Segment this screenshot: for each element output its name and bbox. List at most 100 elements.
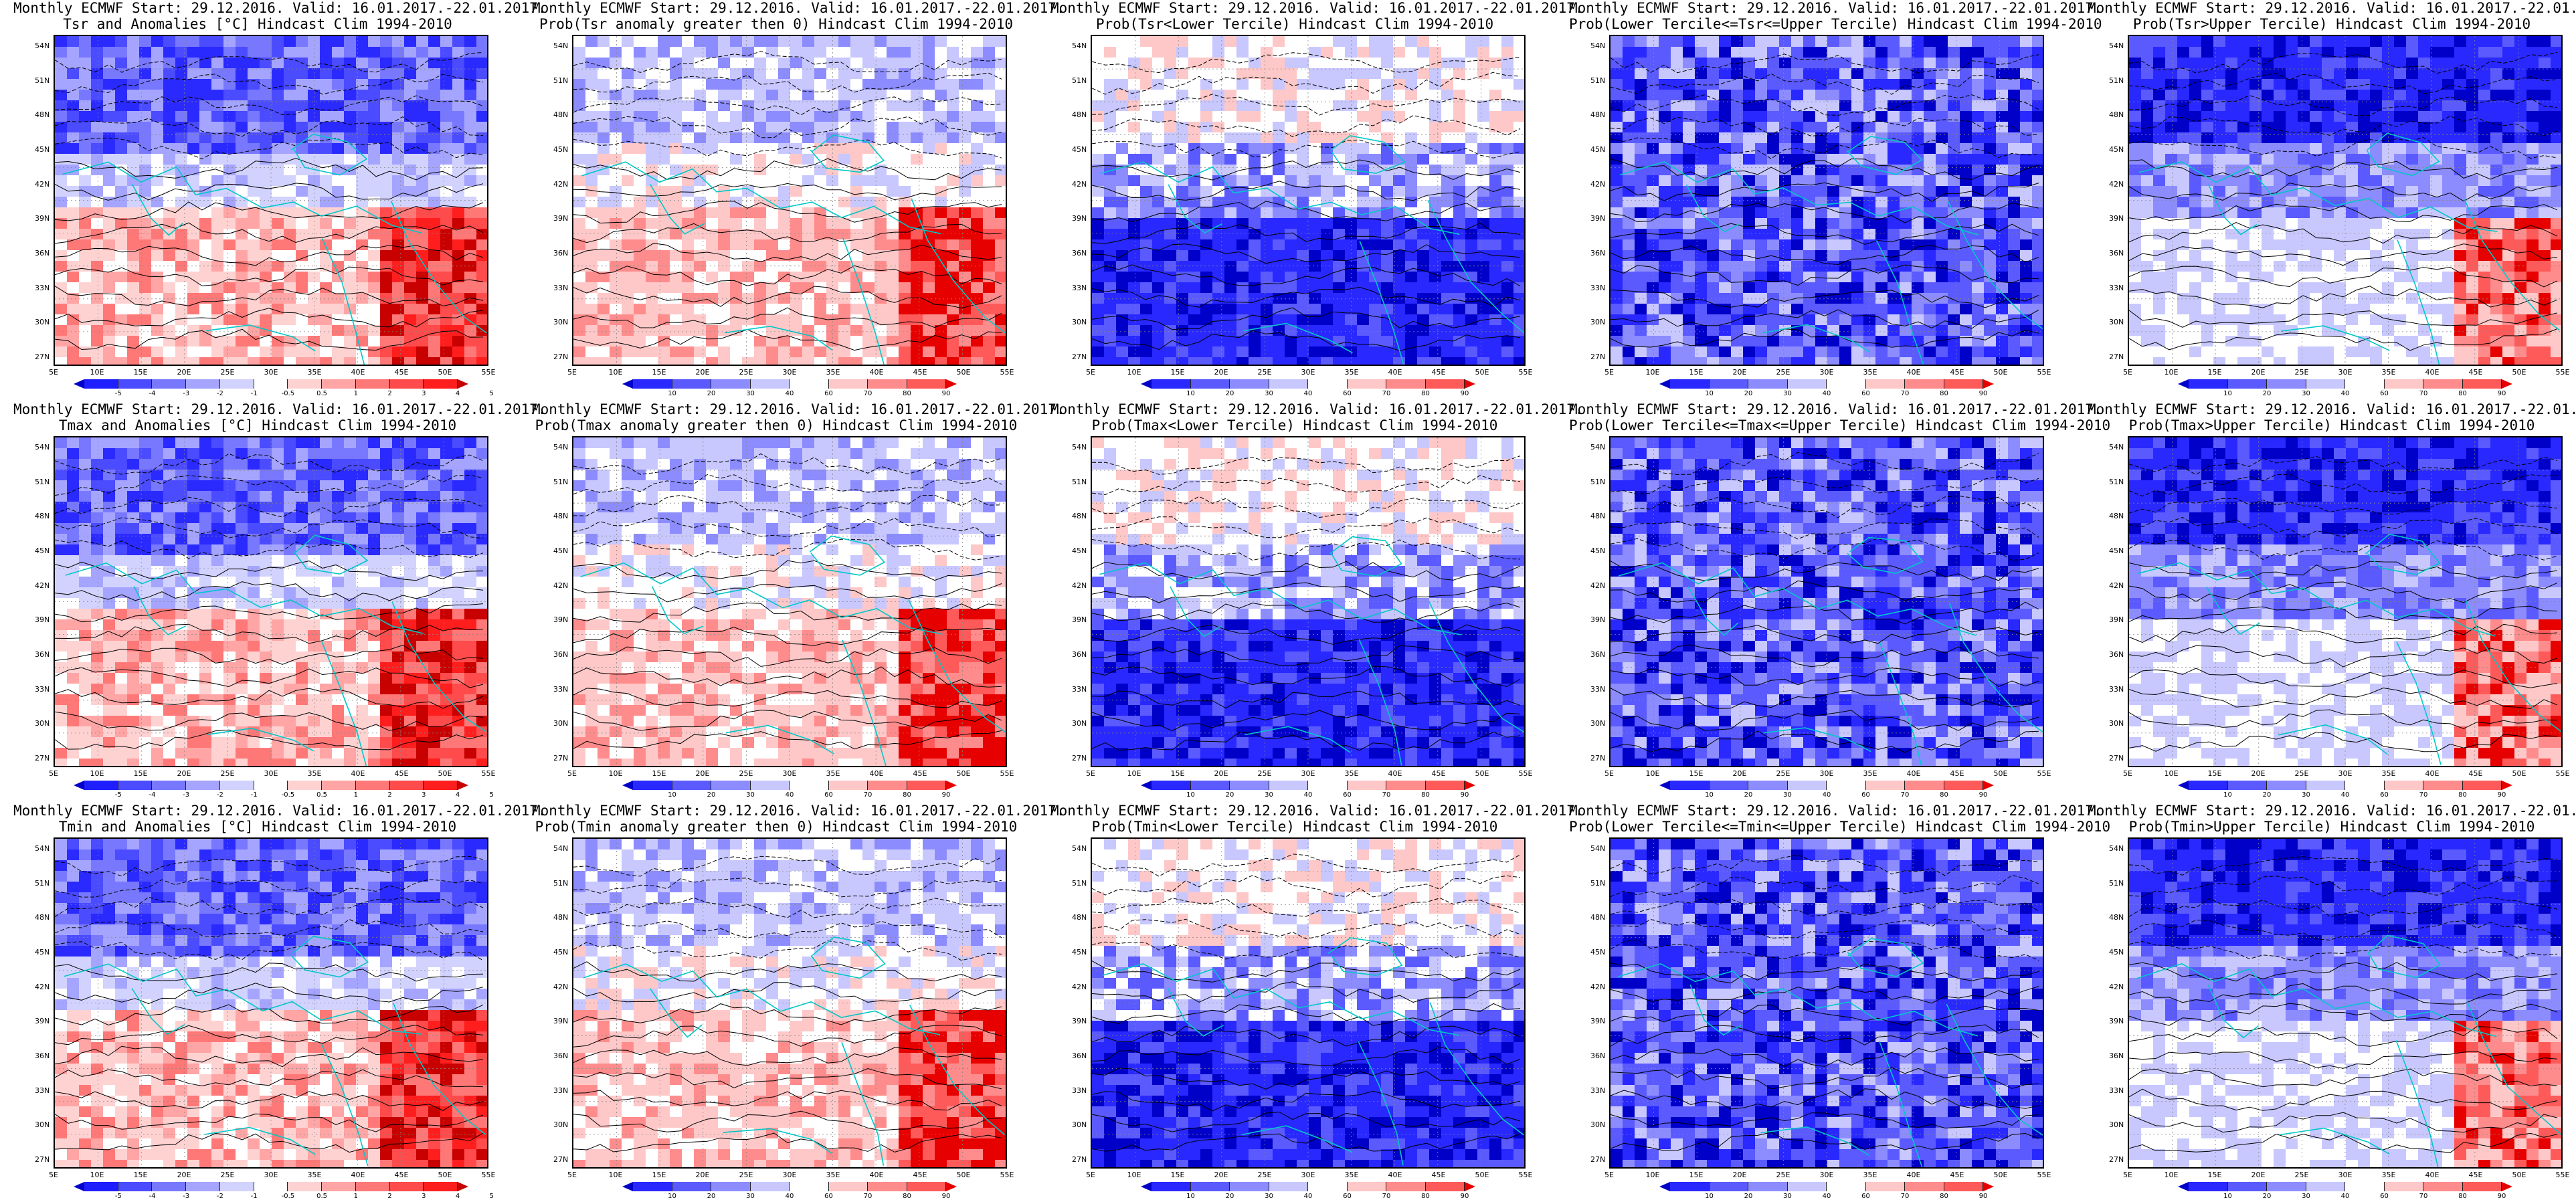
latitude-label: 51N (1590, 477, 1606, 486)
longitude-label: 10E (2164, 368, 2179, 377)
colorbar-label: 90 (1460, 390, 1469, 397)
longitude-label: 5E (1086, 368, 1095, 377)
colorbar-label: 90 (1979, 1193, 1988, 1200)
longitude-label: 30E (1301, 1171, 1315, 1179)
colorbar-label: 60 (1861, 390, 1870, 397)
longitude-label: 35E (826, 769, 840, 778)
colorbar-label: -3 (183, 390, 190, 397)
colorbar-label: 10 (2223, 791, 2232, 799)
colorbar-segment (1425, 1182, 1465, 1191)
colorbar-label: 20 (1744, 791, 1753, 799)
panel-title-line-1: Monthly ECMWF Start: 29.12.2016. Valid: … (13, 401, 547, 417)
colorbar-min-arrow (1141, 781, 1152, 790)
colorbar-segment (219, 379, 254, 389)
colorbar-segment (389, 1182, 424, 1191)
colorbar-label: 90 (941, 1193, 951, 1200)
longitude-label: 30E (1819, 1171, 1834, 1179)
panel-title-line-1: Monthly ECMWF Start: 29.12.2016. Valid: … (2088, 401, 2576, 417)
colorbar-segment (1670, 781, 1710, 790)
latitude-label: 54N (2109, 41, 2124, 50)
longitude-label: 50E (1475, 769, 1489, 778)
panel-title-line-2: Prob(Tsr anomaly greater then 0) Hindcas… (539, 16, 1013, 32)
colorbar-label: 30 (1783, 390, 1792, 397)
latitude-label: 30N (1590, 1120, 1606, 1130)
latitude-label: 48N (35, 913, 50, 922)
latitude-label: 33N (1072, 684, 1087, 694)
longitude-label: 35E (307, 1171, 322, 1179)
colorbar-label: 5 (489, 390, 494, 397)
colorbar-label: 10 (1705, 791, 1714, 799)
colorbar-label: 40 (1822, 1193, 1831, 1200)
colorbar-label: 0.5 (316, 390, 328, 397)
longitude-label: 50E (438, 368, 452, 377)
colorbar-min-arrow (74, 1182, 84, 1191)
colorbar-segment (1230, 379, 1269, 389)
longitude-label: 50E (1475, 368, 1489, 377)
longitude-label: 20E (177, 1171, 191, 1179)
longitude-label: 55E (481, 1171, 496, 1179)
latitude-label: 42N (1072, 982, 1087, 991)
colorbar-label: 60 (1861, 1193, 1870, 1200)
colorbar-segment (750, 1182, 790, 1191)
latitude-label: 36N (1072, 1051, 1087, 1060)
latitude-label: 33N (1072, 283, 1087, 292)
colorbar (622, 379, 957, 389)
latitude-label: 48N (553, 110, 569, 120)
latitude-label: 42N (2109, 179, 2124, 189)
longitude-label: 30E (264, 769, 278, 778)
longitude-label: 20E (1214, 769, 1228, 778)
colorbar-label: 3 (422, 390, 426, 397)
colorbar-label: -3 (183, 1193, 190, 1200)
colorbar-segment (1709, 781, 1748, 790)
colorbar-segment (254, 781, 288, 790)
colorbar-label: -2 (216, 1193, 223, 1200)
latitude-label: 45N (1072, 948, 1087, 957)
latitude-label: 39N (1590, 214, 1606, 223)
colorbar-segment (711, 1182, 751, 1191)
latitude-label: 39N (553, 615, 569, 625)
colorbar-label: 3 (422, 791, 426, 799)
longitude-label: 5E (49, 368, 58, 377)
latitude-label: 54N (1590, 844, 1606, 853)
colorbar-label: 40 (2340, 390, 2350, 397)
longitude-label: 55E (2555, 769, 2570, 778)
panel-title-line-2: Prob(Lower Tercile<=Tmax<=Upper Tercile)… (1569, 417, 2111, 433)
colorbar-label: 40 (1303, 390, 1313, 397)
panel-title-line-1: Monthly ECMWF Start: 29.12.2016. Valid: … (532, 803, 1065, 819)
latitude-label: 48N (1590, 913, 1606, 922)
colorbar-segment (1670, 379, 1710, 389)
colorbar-segment (355, 1182, 390, 1191)
latitude-label: 39N (35, 1017, 50, 1026)
colorbar-segment (219, 1182, 254, 1191)
latitude-label: 27N (1072, 754, 1087, 763)
colorbar-label: 60 (1343, 390, 1352, 397)
colorbar (74, 379, 469, 389)
colorbar-label: 40 (2340, 1193, 2350, 1200)
colorbar-label: 80 (1421, 791, 1430, 799)
latitude-label: 48N (2109, 110, 2124, 120)
longitude-label: 55E (1000, 368, 1014, 377)
colorbar-segment (1347, 379, 1386, 389)
latitude-label: 42N (1590, 982, 1606, 991)
colorbar-segment (2189, 379, 2228, 389)
longitude-label: 45E (913, 1171, 927, 1179)
colorbar-label: 1 (353, 390, 358, 397)
colorbar-segment (2345, 379, 2385, 389)
latitude-label: 54N (35, 443, 50, 452)
colorbar-label: 40 (1303, 1193, 1313, 1200)
latitude-label: 45N (2109, 546, 2124, 555)
longitude-label: 50E (1993, 1171, 2008, 1179)
latitude-label: 48N (553, 913, 569, 922)
panel-title-line-2: Prob(Tmin>Upper Tercile) Hindcast Clim 1… (2128, 819, 2535, 835)
colorbar-label: -4 (149, 791, 156, 799)
longitude-label: 30E (264, 368, 278, 377)
latitude-label: 36N (35, 650, 50, 659)
longitude-label: 5E (49, 1171, 58, 1179)
colorbar-label: 20 (707, 390, 716, 397)
colorbar-label: 30 (1783, 791, 1792, 799)
latitude-label: 42N (553, 982, 569, 991)
latitude-label: 30N (2109, 719, 2124, 728)
colorbar-min-arrow (74, 379, 84, 389)
colorbar-segment (389, 379, 424, 389)
map-panel: Monthly ECMWF Start: 29.12.2016. Valid: … (532, 401, 1065, 799)
